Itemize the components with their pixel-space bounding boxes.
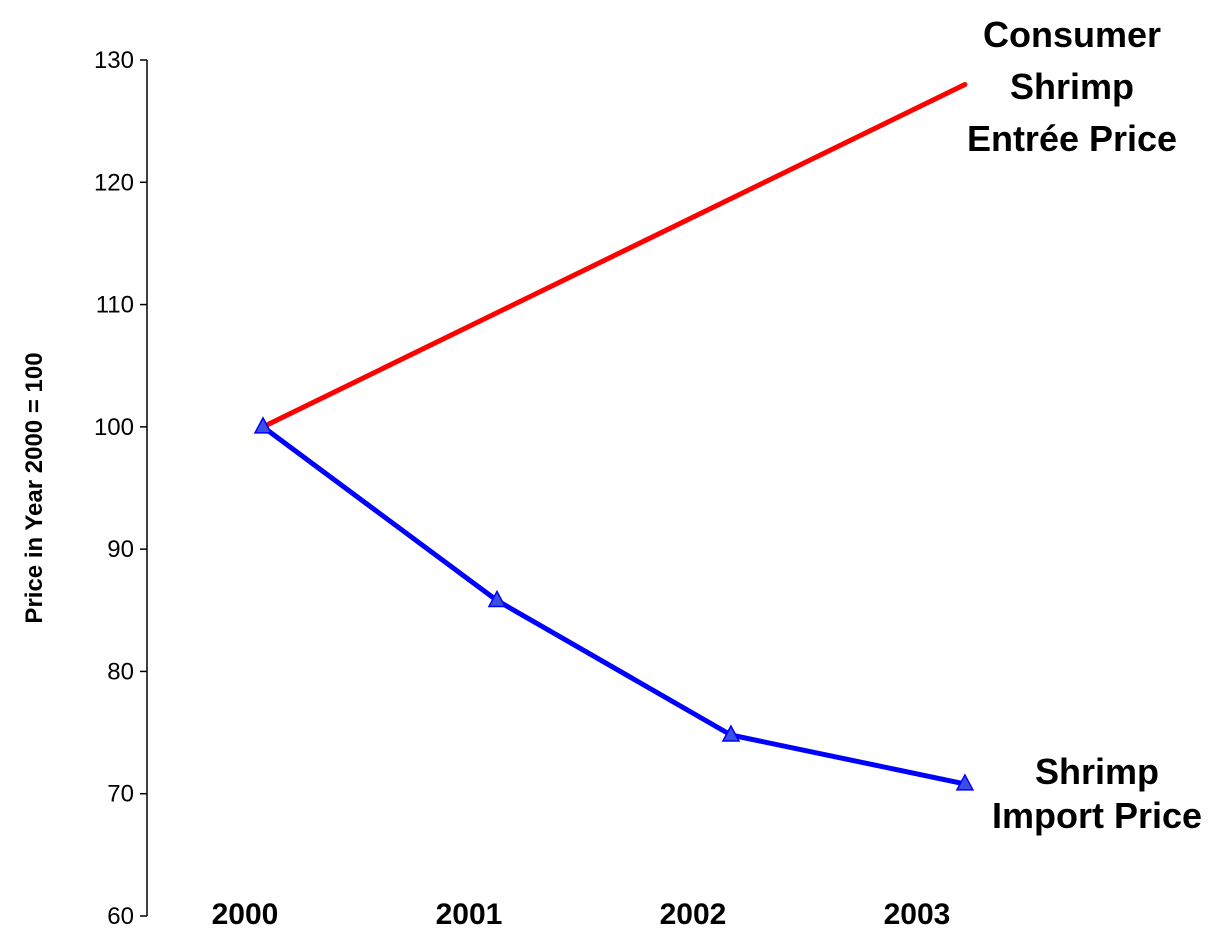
y-axis-title: Price in Year 2000 = 100	[21, 352, 48, 623]
series-label: Consumer Shrimp Entrée Price	[967, 14, 1177, 159]
series-line	[260, 82, 968, 430]
x-category-label: 2000	[212, 898, 279, 931]
y-tick-label: 100	[94, 414, 134, 441]
series-marker	[253, 416, 273, 434]
y-tick-label: 110	[96, 292, 134, 319]
y-tick-label: 80	[107, 658, 134, 685]
series-label-line: Consumer	[983, 14, 1161, 55]
series-label-line: Shrimp	[1010, 66, 1134, 107]
series-layer	[253, 82, 975, 791]
series-marker	[955, 773, 975, 791]
x-category-label: 2001	[436, 898, 503, 931]
series-label-line: Entrée Price	[967, 118, 1177, 159]
series-label: Shrimp Import Price	[992, 751, 1202, 836]
x-category-label: 2002	[660, 898, 727, 931]
y-tick-label: 90	[107, 536, 134, 563]
series-label-line: Shrimp	[1035, 751, 1159, 792]
y-tick-label: 130	[94, 47, 134, 74]
series-label-line: Import Price	[992, 795, 1202, 836]
x-axis-category-labels: 2000 2001 2002 2003	[212, 898, 951, 931]
y-axis-ticks: 60 70 80 90 100 110 120 130	[94, 47, 147, 930]
series-marker	[487, 589, 507, 608]
y-tick-label: 60	[107, 903, 134, 930]
series-line	[260, 424, 968, 787]
x-category-label: 2003	[884, 898, 951, 931]
y-tick-label: 120	[94, 169, 134, 196]
series-marker	[721, 724, 741, 742]
y-tick-label: 70	[107, 781, 134, 808]
